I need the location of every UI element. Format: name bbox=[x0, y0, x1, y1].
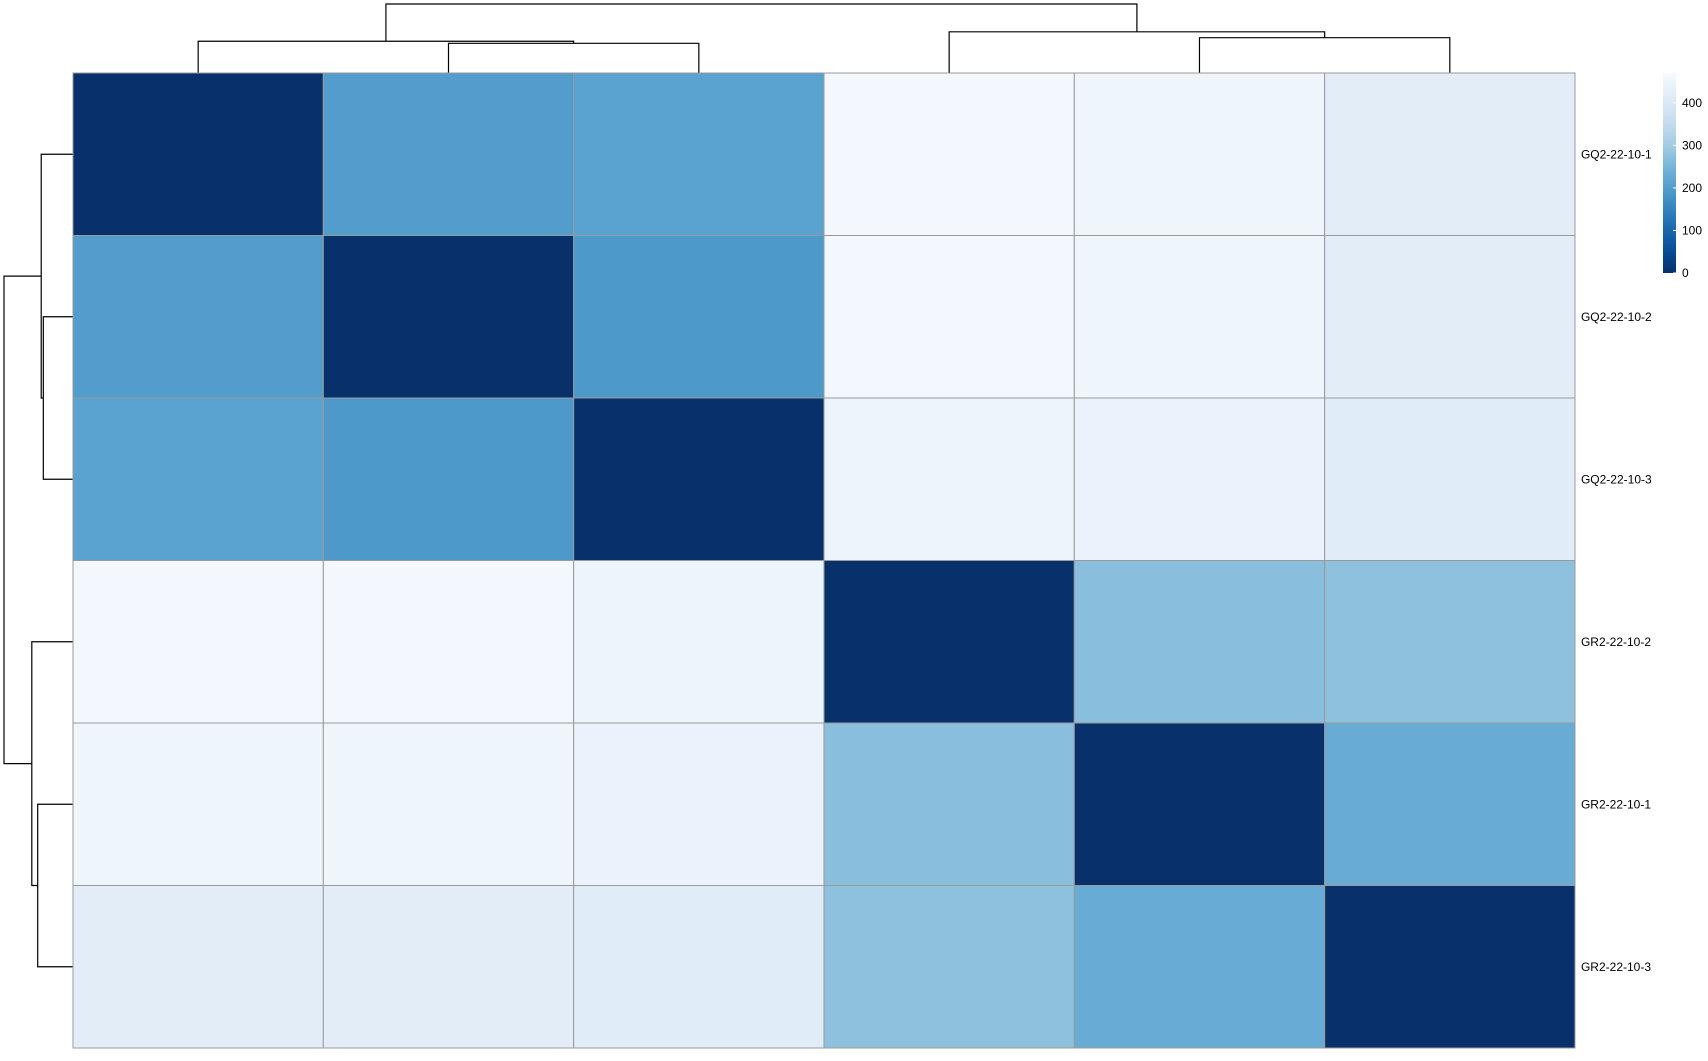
heatmap-cell bbox=[72, 397, 324, 561]
heatmap-cell bbox=[72, 235, 324, 399]
row-labels: GQ2-22-10-1 GQ2-22-10-2 GQ2-22-10-3 GR2-22-… bbox=[1581, 147, 1652, 974]
column-dendrogram bbox=[197, 3, 1451, 73]
heatmap-cell bbox=[322, 560, 575, 724]
heatmap-cell bbox=[72, 560, 324, 724]
heatmap-cells bbox=[72, 72, 1576, 1049]
heatmap-cell bbox=[1324, 560, 1576, 724]
heatmap-cell bbox=[1324, 722, 1576, 886]
heatmap-cell bbox=[1324, 72, 1576, 236]
col-dendro-branch bbox=[447, 42, 700, 73]
heatmap-cell bbox=[823, 560, 1075, 724]
heatmap-cell bbox=[322, 885, 575, 1049]
col-dendro-branch bbox=[1198, 37, 1451, 73]
heatmap-cell bbox=[823, 235, 1075, 399]
heatmap-cell bbox=[573, 235, 825, 399]
row-dendro-branch bbox=[42, 316, 73, 480]
colorbar-tick-label: 0 bbox=[1682, 266, 1689, 280]
heatmap-cell bbox=[322, 72, 575, 236]
heatmap-cell bbox=[322, 722, 575, 886]
heatmap-cell bbox=[573, 72, 825, 236]
row-label: GR2-22-10-1 bbox=[1581, 797, 1651, 811]
col-dendro-branch bbox=[948, 31, 1326, 73]
heatmap-cell bbox=[1324, 235, 1576, 399]
row-dendro-branch bbox=[37, 803, 73, 968]
colorbar-tick-label: 200 bbox=[1682, 181, 1702, 195]
row-label: GR2-22-10-3 bbox=[1581, 960, 1651, 974]
heatmap-cell bbox=[72, 72, 324, 236]
colorbar-tick-label: 100 bbox=[1682, 223, 1702, 237]
heatmap-cell bbox=[1073, 235, 1326, 399]
heatmap-cell bbox=[1073, 560, 1326, 724]
heatmap-cell bbox=[1073, 885, 1326, 1049]
row-label: GQ2-22-10-2 bbox=[1581, 310, 1652, 324]
heatmap-cell bbox=[573, 397, 825, 561]
row-dendro-branch bbox=[3, 275, 42, 765]
heatmap-cell bbox=[322, 235, 575, 399]
row-dendro-branch bbox=[31, 641, 73, 887]
row-label: GQ2-22-10-1 bbox=[1581, 147, 1652, 161]
colorbar-tick-label: 300 bbox=[1682, 138, 1702, 152]
row-dendrogram bbox=[3, 153, 73, 968]
heatmap-cell bbox=[573, 885, 825, 1049]
heatmap-cell bbox=[823, 722, 1075, 886]
heatmap-cell bbox=[823, 72, 1075, 236]
heatmap-cell bbox=[1073, 722, 1326, 886]
heatmap-cell bbox=[1324, 397, 1576, 561]
heatmap-cell bbox=[1073, 397, 1326, 561]
row-label: GR2-22-10-2 bbox=[1581, 635, 1651, 649]
row-dendro-branch bbox=[40, 153, 73, 399]
heatmap-cell bbox=[573, 560, 825, 724]
heatmap-cell bbox=[573, 722, 825, 886]
heatmap-cell bbox=[72, 722, 324, 886]
col-dendro-branch bbox=[385, 3, 1138, 42]
row-label: GQ2-22-10-3 bbox=[1581, 472, 1652, 486]
colorbar-tick-label: 400 bbox=[1682, 96, 1702, 110]
col-dendro-branch bbox=[197, 40, 575, 73]
heatmap-cell bbox=[322, 397, 575, 561]
heatmap-cell bbox=[1324, 885, 1576, 1049]
heatmap-cell bbox=[72, 885, 324, 1049]
heatmap-cell bbox=[823, 397, 1075, 561]
colorbar-bar bbox=[1663, 73, 1676, 273]
colorbar-legend: 0 100 200 300 400 bbox=[1663, 73, 1702, 280]
heatmap-cell bbox=[1073, 72, 1326, 236]
heatmap-cell bbox=[823, 885, 1075, 1049]
